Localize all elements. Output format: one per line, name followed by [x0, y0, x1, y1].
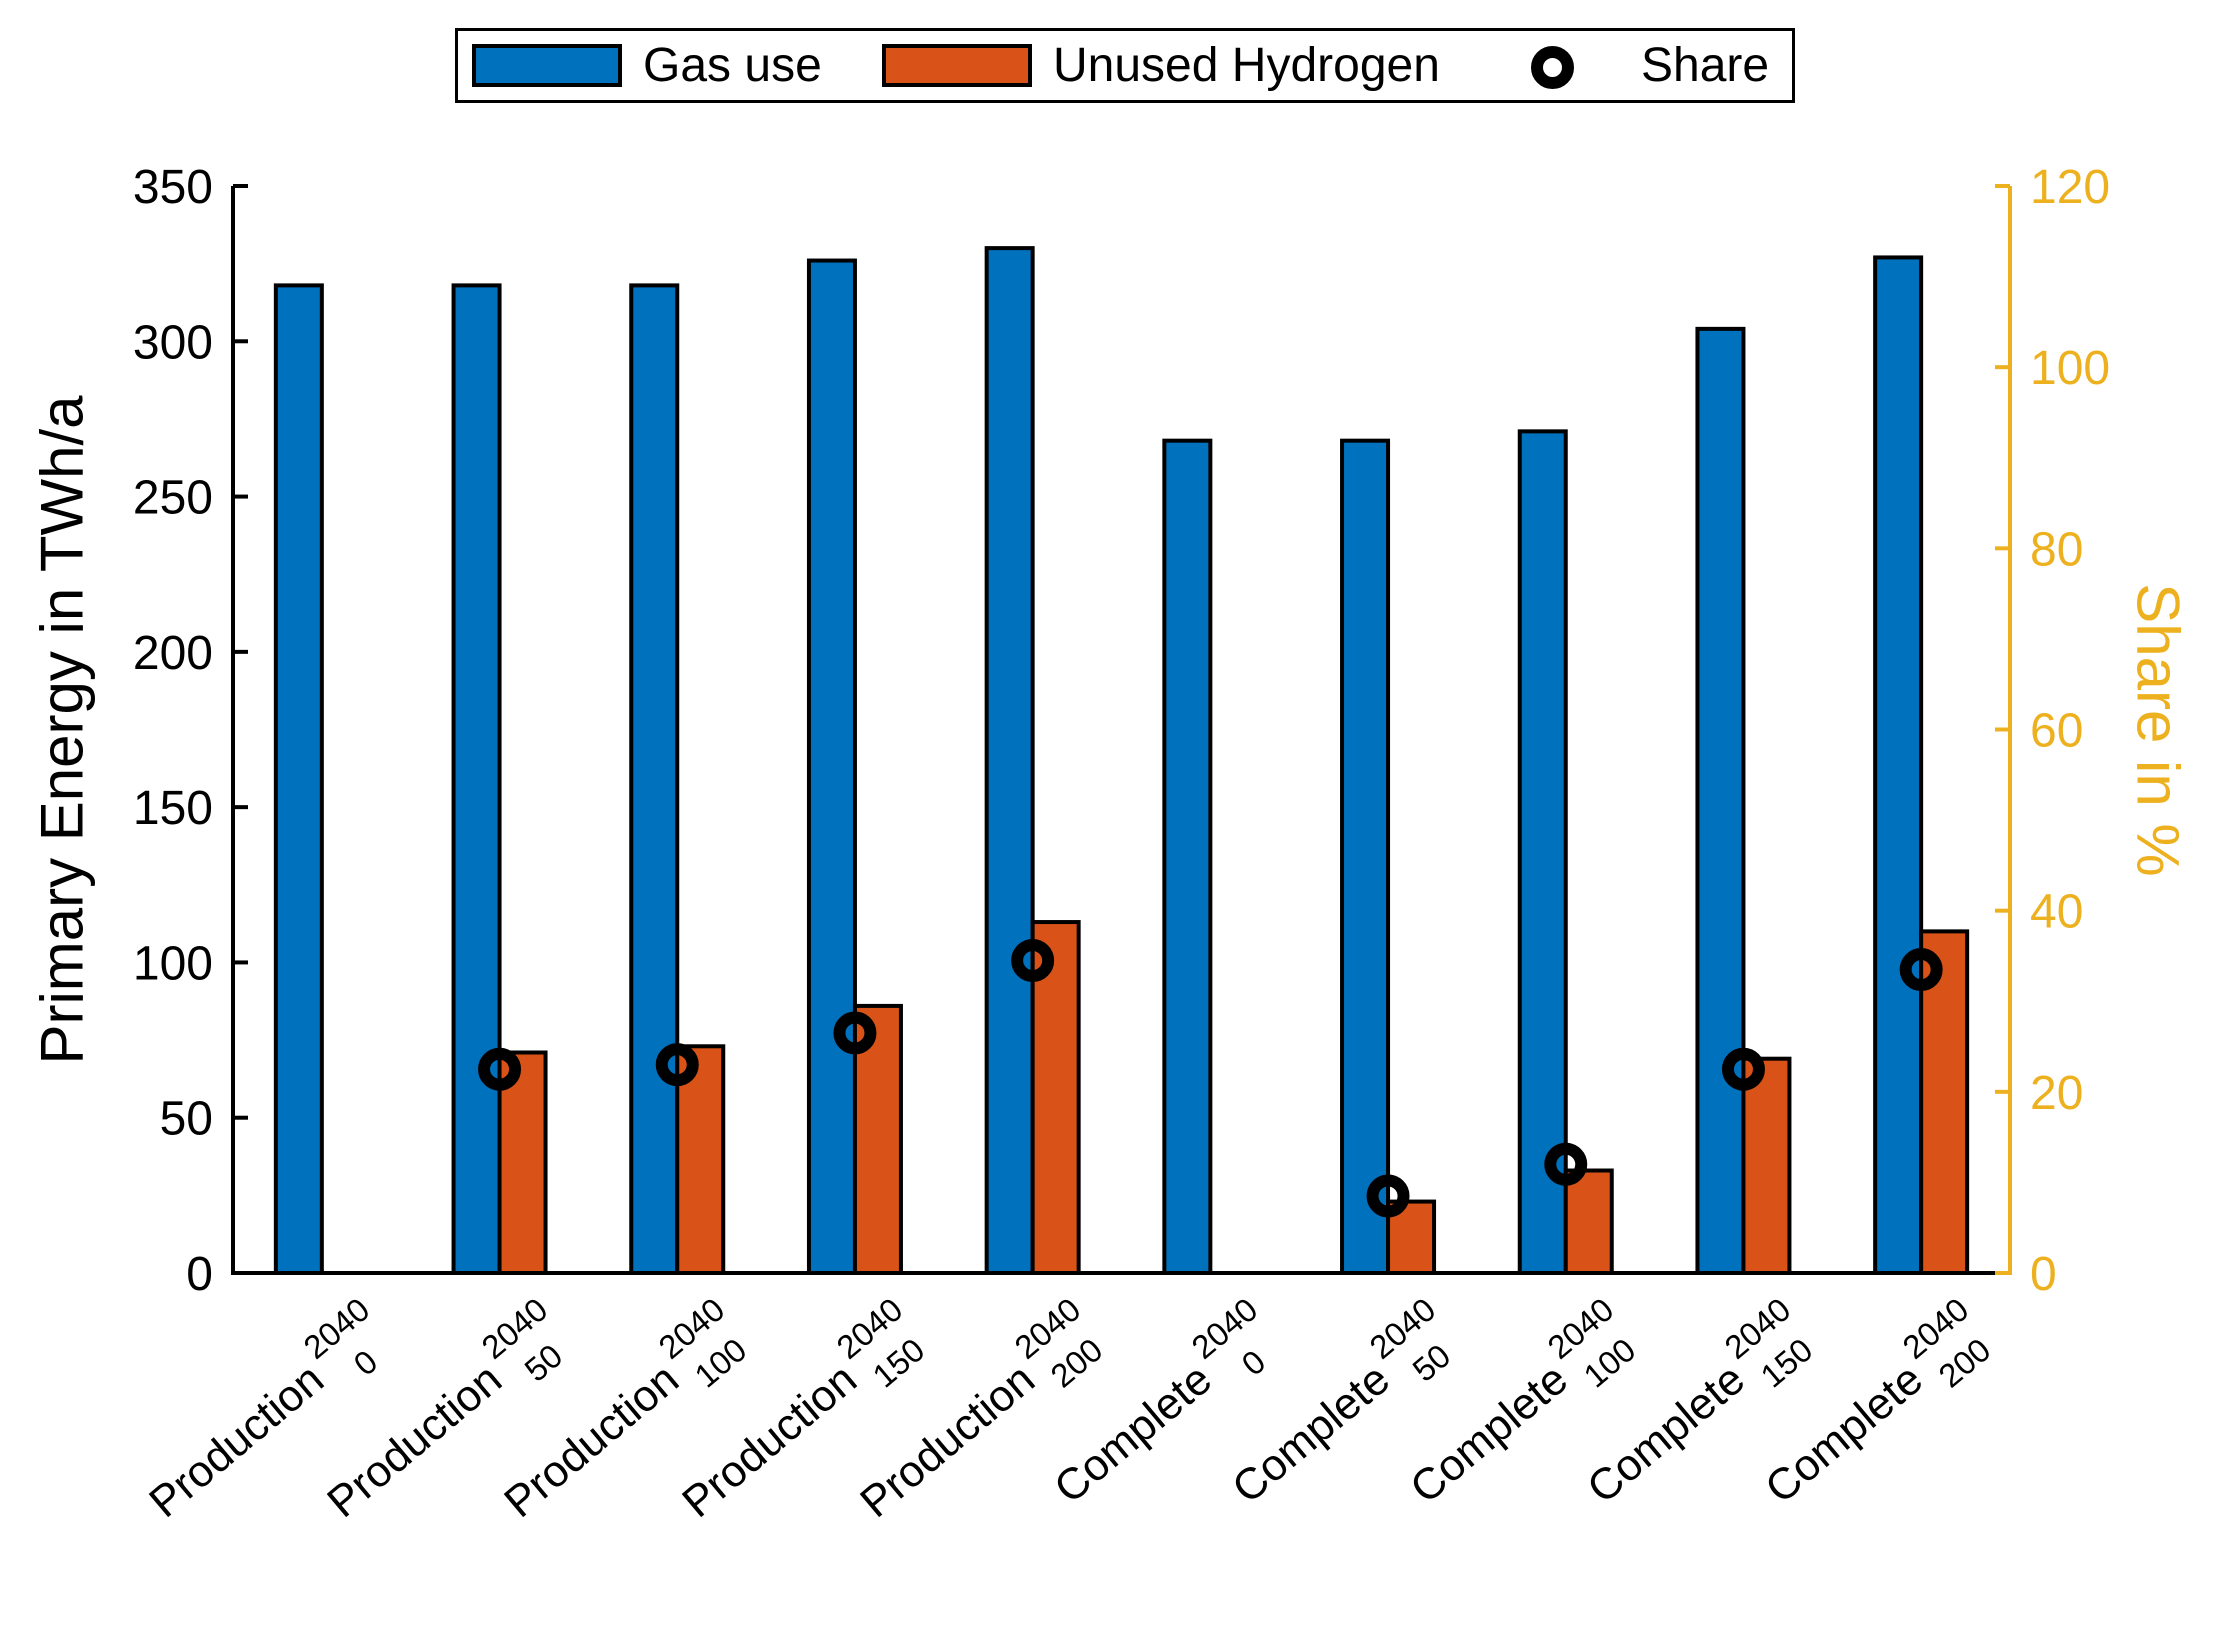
- left-axis-tick-label: 150: [133, 782, 213, 835]
- legend: Gas use Unused Hydrogen Share: [455, 28, 1795, 103]
- bar-gas-use-4: [984, 246, 1035, 1276]
- legend-ring-marker-share-icon: [1531, 46, 1574, 89]
- right-axis-tick-label: 20: [2030, 1067, 2083, 1120]
- bar-unused-hydrogen-8: [1741, 1056, 1792, 1275]
- bar-gas-use-8: [1695, 326, 1746, 1275]
- share-marker-9: [1899, 948, 1943, 992]
- bar-unused-hydrogen-7: [1563, 1168, 1614, 1276]
- left-axis-tick-label: 350: [133, 161, 213, 214]
- left-axis-tick-label: 100: [133, 937, 213, 990]
- share-marker-4: [1011, 938, 1055, 982]
- bar-gas-use-5: [1162, 438, 1213, 1275]
- left-axis-tick-label: 250: [133, 472, 213, 525]
- share-marker-8: [1721, 1047, 1765, 1091]
- x-tick-label-subscript: 0: [1234, 1342, 1273, 1383]
- legend-label-unused-hydrogen: Unused Hydrogen: [1053, 39, 1440, 92]
- bar-gas-use-2: [629, 283, 680, 1275]
- right-axis-tick-label: 80: [2030, 523, 2083, 576]
- bar-gas-use-9: [1873, 255, 1924, 1275]
- share-marker-7: [1544, 1142, 1588, 1186]
- legend-swatch-unused-hydrogen: [882, 44, 1032, 87]
- right-axis-tick-label: 120: [2030, 161, 2110, 214]
- right-axis-title: Share in %: [2124, 583, 2192, 877]
- bar-gas-use-0: [273, 283, 324, 1275]
- left-axis-tick-label: 200: [133, 627, 213, 680]
- share-marker-3: [833, 1011, 877, 1055]
- legend-label-gas-use: Gas use: [643, 39, 822, 92]
- left-axis-title: Primary Energy in TWh/a: [28, 395, 96, 1065]
- share-marker-1: [478, 1047, 522, 1091]
- share-marker-2: [655, 1043, 699, 1087]
- legend-swatch-gas-use: [472, 44, 622, 87]
- bar-gas-use-3: [806, 258, 857, 1275]
- legend-label-share: Share: [1641, 39, 1770, 92]
- bar-gas-use-6: [1340, 438, 1391, 1275]
- right-axis-tick-label: 0: [2030, 1248, 2057, 1301]
- right-axis-tick-label: 60: [2030, 705, 2083, 758]
- right-axis-tick-label: 40: [2030, 886, 2083, 939]
- right-axis-tick-label: 100: [2030, 342, 2110, 395]
- x-tick-label-subscript: 0: [346, 1342, 385, 1383]
- bar-gas-use-1: [451, 283, 502, 1275]
- left-axis-tick-label: 300: [133, 316, 213, 369]
- share-marker-6: [1366, 1174, 1410, 1218]
- left-axis-tick-label: 50: [160, 1093, 213, 1146]
- left-axis-tick-label: 0: [186, 1248, 213, 1301]
